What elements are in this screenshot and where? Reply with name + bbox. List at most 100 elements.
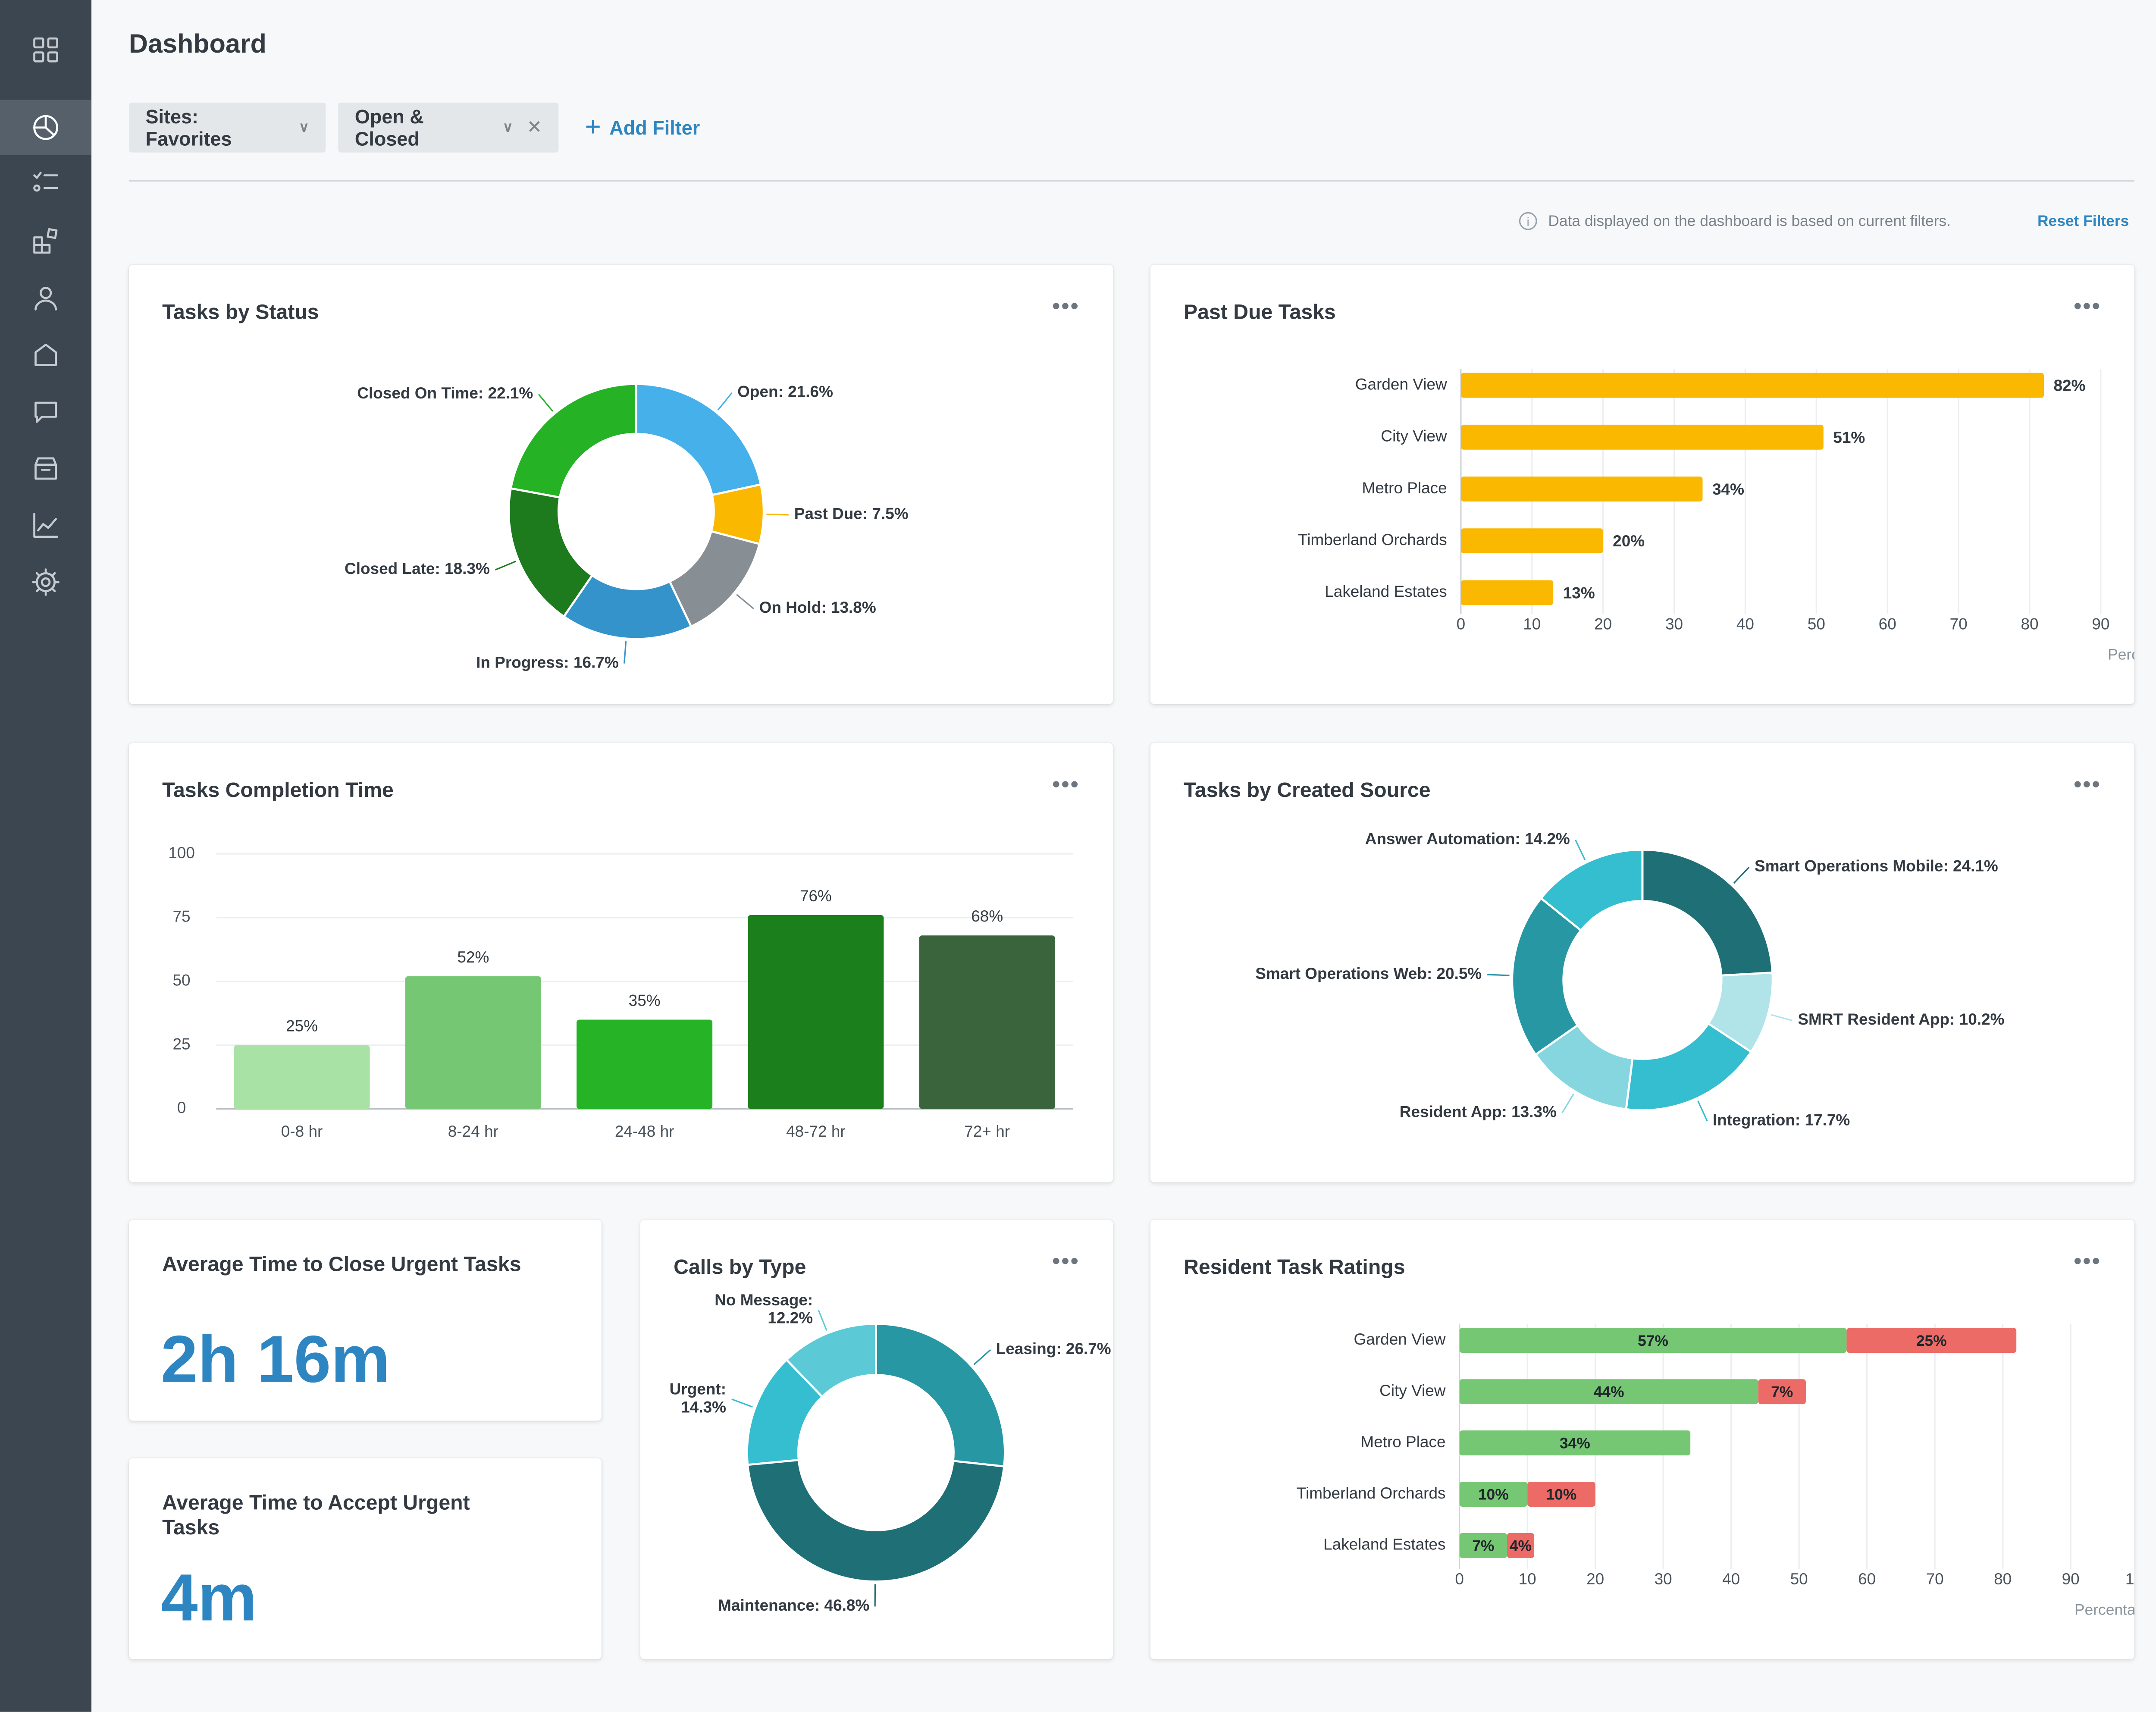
bar[interactable] (1461, 373, 2044, 398)
metric-title: Average Time to Accept Urgent Tasks (162, 1492, 523, 1542)
data-label: 4% (1510, 1538, 1532, 1555)
data-label: 35% (629, 991, 661, 1009)
tick-label: 90 (2092, 615, 2109, 633)
category-label: Lakeland Estates (1325, 583, 1447, 600)
bar[interactable] (1461, 528, 1603, 553)
sidebar-item-tasks[interactable] (0, 155, 91, 211)
bar[interactable] (405, 976, 541, 1109)
data-label: 57% (1638, 1333, 1668, 1349)
bar[interactable] (748, 915, 884, 1109)
sidebar-item-apps[interactable] (0, 22, 91, 78)
leader-line (766, 514, 788, 515)
sidebar-item-dashboard[interactable] (0, 100, 91, 155)
category-label: 0-8 hr (281, 1123, 323, 1140)
bar[interactable] (1461, 477, 1703, 502)
data-label: 13% (1563, 584, 1595, 602)
data-label: 82% (2053, 377, 2085, 395)
chart-label-line: 14.3% (681, 1398, 726, 1416)
dashboard-pie-icon (31, 112, 61, 143)
past-due-tasks-chart: 0102030405060708090100PercentageGarden V… (1150, 265, 2134, 704)
leader-line (624, 641, 626, 663)
filter-chip-sites[interactable]: Sites: Favorites ∨ (129, 103, 326, 153)
card-past-due-tasks: Past Due Tasks ••• 010203040506070809010… (1150, 265, 2134, 704)
sidebar-nav (0, 0, 91, 1712)
slice-label: Closed Late: 18.3% (345, 560, 490, 577)
sidebar-item-settings[interactable] (0, 555, 91, 610)
data-label: 34% (1560, 1435, 1590, 1452)
tick-label: 0 (177, 1099, 186, 1116)
data-label: 10% (1546, 1486, 1577, 1503)
bar[interactable] (577, 1019, 712, 1109)
category-label: 72+ hr (964, 1123, 1010, 1140)
category-label: 8-24 hr (448, 1123, 498, 1140)
tick-label: 40 (1722, 1570, 1740, 1588)
leader-line (736, 595, 754, 609)
slice-label: Resident App: 13.3% (1400, 1103, 1557, 1120)
chart-label-line: No Message: (714, 1291, 813, 1309)
apps-grid-icon (31, 34, 61, 65)
category-label: 24-48 hr (615, 1123, 674, 1140)
leader-line (1576, 840, 1585, 860)
tick-label: 80 (2021, 615, 2038, 633)
reset-filters-link[interactable]: Reset Filters (2037, 213, 2129, 230)
tick-label: 0 (1455, 1570, 1464, 1588)
leader-line (1771, 1015, 1792, 1020)
data-label: 25% (1916, 1333, 1947, 1349)
slice-label: In Progress: 16.7% (476, 653, 619, 671)
leader-line (732, 1399, 752, 1407)
sidebar-item-properties[interactable] (0, 327, 91, 383)
close-icon[interactable]: ✕ (527, 116, 542, 138)
sidebar-item-analytics[interactable] (0, 498, 91, 553)
sidebar-item-messages[interactable] (0, 384, 91, 439)
data-label: 52% (457, 948, 489, 966)
leader-line (1562, 1094, 1574, 1113)
bar[interactable] (234, 1045, 370, 1109)
home-icon (31, 340, 61, 370)
category-label: Metro Place (1360, 1433, 1445, 1451)
data-label: 10% (1478, 1486, 1509, 1503)
add-filter-label: Add Filter (609, 116, 700, 138)
sidebar-item-inventory[interactable] (0, 441, 91, 496)
slice-label: Answer Automation: 14.2% (1365, 830, 1570, 848)
category-label: City View (1379, 1382, 1446, 1399)
tick-label: 70 (1926, 1570, 1944, 1588)
info-icon: i (1519, 212, 1537, 230)
resident-task-ratings-chart: 0102030405060708090100PercentageGarden V… (1150, 1220, 2134, 1659)
slice-label: On Hold: 13.8% (759, 599, 876, 616)
card-calls-by-type: Calls by Type ••• Leasing: 26.7%Maintena… (640, 1220, 1113, 1659)
tick-label: 50 (1808, 615, 1825, 633)
slice-label: Leasing: 26.7% (996, 1340, 1111, 1358)
category-label: Metro Place (1362, 479, 1447, 497)
add-filter-button[interactable]: + Add Filter (585, 114, 700, 141)
chat-icon (31, 396, 61, 427)
data-label: 76% (800, 887, 832, 905)
slice-label: Past Due: 7.5% (794, 505, 909, 523)
filter-chip-status[interactable]: Open & Closed ∨ ✕ (338, 103, 558, 153)
analytics-line-icon (31, 510, 61, 541)
data-label: 7% (1771, 1384, 1793, 1401)
slice-label: No Message:12.2% (714, 1291, 813, 1327)
bar[interactable] (1461, 425, 1824, 450)
slice-label: Integration: 17.7% (1713, 1111, 1850, 1129)
data-label: 7% (1472, 1538, 1494, 1555)
sidebar-item-users[interactable] (0, 270, 91, 326)
pie-slice[interactable] (748, 1460, 1004, 1582)
data-label: 68% (971, 907, 1003, 925)
pie-slice[interactable] (876, 1324, 1005, 1467)
axis-label: Percentage (2075, 1601, 2134, 1618)
tick-label: 50 (173, 971, 191, 989)
tick-label: 60 (1879, 615, 1896, 633)
slice-label: Smart Operations Mobile: 24.1% (1755, 857, 1998, 875)
sidebar-item-modules[interactable] (0, 213, 91, 269)
data-label: 51% (1833, 429, 1865, 446)
pie-slice[interactable] (636, 384, 761, 495)
tick-label: 0 (1457, 615, 1466, 633)
bar[interactable] (919, 935, 1055, 1109)
tick-label: 10 (1523, 615, 1541, 633)
calls-by-type-chart: Leasing: 26.7%Maintenance: 46.8%Urgent:1… (640, 1220, 1113, 1659)
axis-label: Percentage (2108, 646, 2134, 663)
chevron-down-icon: ∨ (503, 120, 513, 135)
bar[interactable] (1461, 580, 1553, 605)
tick-label: 20 (1586, 1570, 1604, 1588)
pie-slice[interactable] (1642, 850, 1773, 975)
